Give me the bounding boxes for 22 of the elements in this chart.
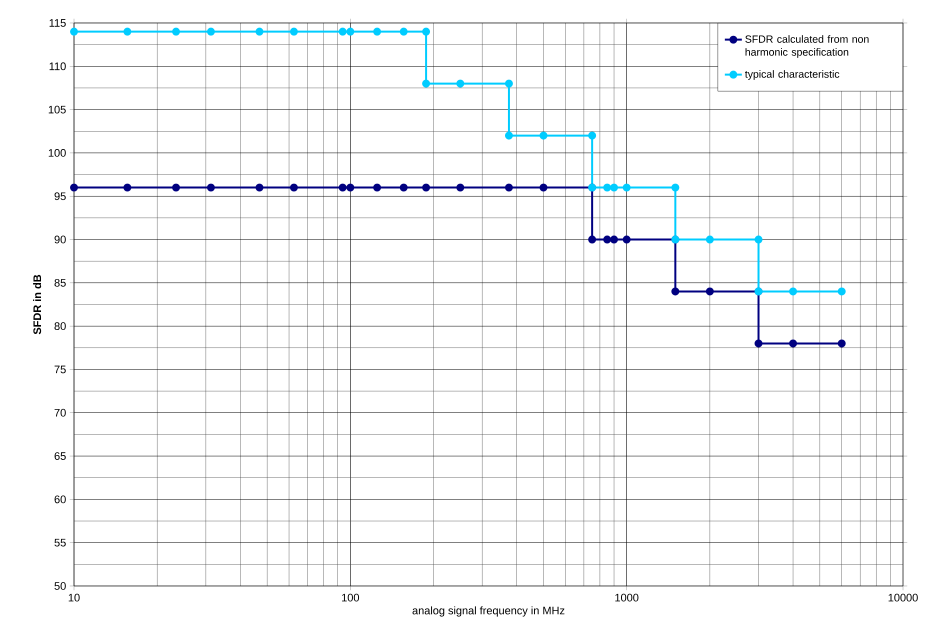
- x-tick-label: 100: [342, 594, 360, 602]
- y-tick-label: 95: [54, 192, 66, 200]
- y-tick-label: 100: [48, 149, 66, 157]
- y-tick-label: 90: [54, 236, 66, 244]
- y-tick-label: 50: [54, 582, 66, 590]
- y-tick-label: 105: [48, 106, 66, 114]
- y-tick-label: 110: [50, 62, 66, 70]
- y-axis-title: SFDR in dB: [33, 274, 42, 334]
- y-tick-label: 115: [50, 19, 66, 27]
- y-tick-label: 75: [54, 366, 66, 374]
- x-tick-label: 10: [68, 594, 80, 602]
- y-tick-label: 70: [54, 408, 66, 417]
- legend-label: SFDR calculated from non harmonic specification: [745, 35, 869, 58]
- y-tick-label: 65: [54, 452, 66, 460]
- x-axis-title: analog signal frequency in MHz: [412, 606, 564, 617]
- x-tick-label: 10000: [888, 594, 918, 602]
- y-tick-label: 85: [54, 278, 66, 287]
- y-tick-label: 60: [54, 496, 66, 504]
- y-tick-label: 55: [54, 538, 66, 547]
- y-tick-label: 80: [54, 322, 66, 330]
- x-tick-label: 1000: [615, 594, 638, 602]
- legend-label: typical characteristic: [745, 70, 840, 80]
